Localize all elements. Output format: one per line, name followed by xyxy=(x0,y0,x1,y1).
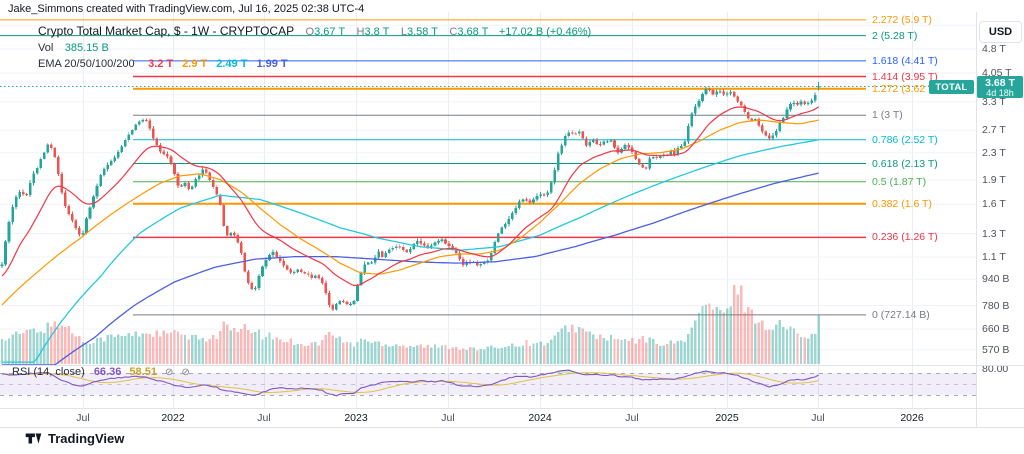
bar-countdown: 4d 18h xyxy=(986,88,1014,98)
time-axis-tick: Jul xyxy=(441,412,455,424)
fib-level-label[interactable]: 0.236 (1.26 T) xyxy=(872,231,938,244)
tradingview-logo-text: TradingView xyxy=(48,431,125,446)
currency-toggle-button[interactable]: USD xyxy=(979,21,1022,43)
ema-value: 3.2 T xyxy=(148,58,174,70)
open-label: O xyxy=(305,26,315,38)
price-axis-tick: 1.3 T xyxy=(982,227,1006,240)
price-axis-tick: 3.3 T xyxy=(982,95,1006,108)
fib-level-label[interactable]: 2.272 (5.9 T) xyxy=(872,13,932,26)
low-value: 3.58 T xyxy=(406,26,438,38)
price-axis-tick: 780 B xyxy=(982,299,1010,312)
widget-bottom-border xyxy=(0,427,1024,428)
ema-legend-row[interactable]: EMA 20/50/100/200 3.2 T 2.9 T 2.49 T 1.99 T xyxy=(38,56,591,71)
price-axis-tick: 660 B xyxy=(982,323,1010,336)
price-axis-tick: 1.6 T xyxy=(982,198,1006,211)
last-price-value: 3.68 T xyxy=(985,77,1015,89)
total-symbol-badge[interactable]: TOTAL xyxy=(929,80,974,94)
pane-separator[interactable] xyxy=(0,365,1024,366)
hidden-value-icon[interactable]: ⊘ xyxy=(165,367,174,378)
price-axis-tick: 1.1 T xyxy=(982,251,1006,264)
close-value: 3.68 T xyxy=(457,26,489,38)
time-axis-tick: Jul xyxy=(625,412,639,424)
ema-value: 1.99 T xyxy=(256,58,288,70)
low-label: L xyxy=(400,26,407,38)
close-label: C xyxy=(449,26,458,38)
price-axis-tick: 940 B xyxy=(982,273,1010,286)
symbol-title: Crypto Total Market Cap, $ - 1W - CRYPTO… xyxy=(38,24,295,38)
price-axis-tick: 570 B xyxy=(982,343,1010,356)
time-axis[interactable] xyxy=(0,408,1024,428)
fib-level-label[interactable]: 1.272 (3.62 T) xyxy=(872,82,938,95)
symbol-legend-row[interactable]: Crypto Total Market Cap, $ - 1W - CRYPTO… xyxy=(38,24,591,39)
snapshot-credit: Jake_Simmons created with TradingView.co… xyxy=(8,3,365,15)
time-axis-tick: Jul xyxy=(811,412,825,424)
fib-level-label[interactable]: 1.414 (3.95 T) xyxy=(872,70,938,83)
fib-level-label[interactable]: 0 (727.14 B) xyxy=(872,308,930,321)
last-price-badge[interactable]: 3.68 T 4d 18h xyxy=(977,76,1023,98)
fib-level-label[interactable]: 0.382 (1.6 T) xyxy=(872,197,932,210)
change-value: +17.02 B (+0.46%) xyxy=(498,26,592,38)
hidden-value-icon[interactable]: ⊘ xyxy=(181,367,190,378)
rsi-ma-value: 58.51 xyxy=(129,366,157,378)
tradingview-logo-icon xyxy=(25,433,42,444)
time-axis-tick: 2022 xyxy=(161,412,185,424)
high-value: 3.8 T xyxy=(364,26,390,38)
ema-label: EMA 20/50/100/200 xyxy=(38,58,135,70)
ema-value: 2.49 T xyxy=(216,58,248,70)
volume-value: 385.15 B xyxy=(64,42,109,54)
time-axis-tick: 2024 xyxy=(528,412,552,424)
tradingview-watermark[interactable]: TradingView xyxy=(25,431,124,446)
time-axis-tick: 2023 xyxy=(344,412,368,424)
price-axis-tick: 2.7 T xyxy=(982,124,1006,137)
price-axis-tick: 1.9 T xyxy=(982,173,1006,186)
price-axis-tick: 2.3 T xyxy=(982,146,1006,159)
fib-level-label[interactable]: 1.618 (4.41 T) xyxy=(872,54,938,67)
fib-level-label[interactable]: 0.5 (1.87 T) xyxy=(872,175,927,188)
volume-label: Vol xyxy=(38,42,54,54)
price-axis-tick: 4.8 T xyxy=(982,43,1006,55)
fib-level-label[interactable]: 0.618 (2.13 T) xyxy=(872,157,938,170)
rsi-title: RSI (14, close) xyxy=(12,366,85,378)
time-axis-tick: Jul xyxy=(257,412,271,424)
time-axis-tick: 2026 xyxy=(900,412,924,424)
ema-values: 3.2 T 2.9 T 2.49 T 1.99 T xyxy=(139,54,288,71)
chart-legend: Crypto Total Market Cap, $ - 1W - CRYPTO… xyxy=(38,24,591,72)
pane-separator[interactable] xyxy=(0,408,1024,409)
time-axis-tick: Jul xyxy=(76,412,90,424)
fib-level-label[interactable]: 0.786 (2.52 T) xyxy=(872,133,938,146)
ema-value: 2.9 T xyxy=(182,58,208,70)
rsi-value: 66.36 xyxy=(93,366,122,378)
open-value: 3.67 T xyxy=(314,26,346,38)
time-axis-tick: 2025 xyxy=(715,412,739,424)
fib-level-label[interactable]: 2 (5.28 T) xyxy=(872,29,918,42)
volume-legend-row[interactable]: Vol 385.15 B xyxy=(38,40,591,55)
fib-level-label[interactable]: 1 (3 T) xyxy=(872,109,903,122)
high-label: H xyxy=(356,26,365,38)
rsi-legend-row[interactable]: RSI (14, close) 66.36 58.51 ⊘ ⊘ xyxy=(12,366,190,378)
price-axis-border xyxy=(976,12,977,428)
